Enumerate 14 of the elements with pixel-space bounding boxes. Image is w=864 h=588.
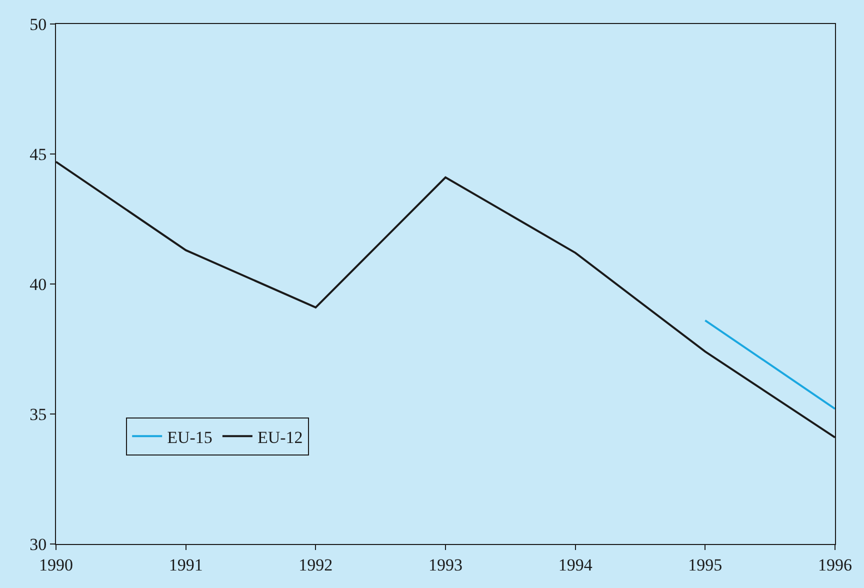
x-tick-label: 1991 — [168, 555, 203, 574]
legend-label: EU-12 — [257, 428, 303, 447]
y-tick-label: 30 — [30, 534, 47, 554]
y-tick-label: 50 — [30, 14, 47, 34]
x-tick-label: 1994 — [558, 555, 593, 574]
x-tick-label: 1995 — [688, 555, 722, 574]
x-tick-label: 1993 — [428, 555, 462, 574]
y-tick-label: 35 — [30, 404, 47, 424]
x-tick-label: 1996 — [818, 555, 852, 574]
y-tick-label: 45 — [30, 144, 47, 164]
x-tick-label: 1990 — [39, 555, 73, 574]
y-tick-label: 40 — [30, 274, 47, 294]
legend-label: EU-15 — [167, 428, 212, 447]
x-tick-label: 1992 — [298, 555, 333, 574]
